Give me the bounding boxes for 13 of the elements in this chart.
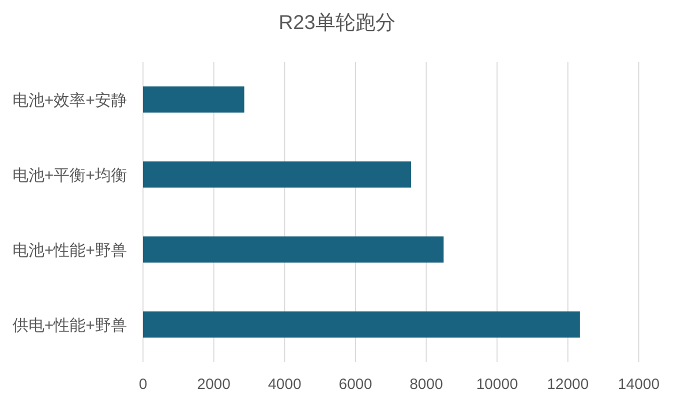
xtick: 6000 — [338, 376, 372, 393]
xtick: 2000 — [197, 376, 230, 393]
xtick: 10000 — [476, 376, 518, 393]
ytick: 电池+平衡+均衡 — [12, 168, 127, 184]
ytick: 电池+效率+安静 — [12, 92, 127, 110]
xtick: 12000 — [547, 376, 589, 393]
xtick: 0 — [138, 376, 148, 393]
xtick: 8000 — [410, 376, 443, 393]
title: R23单轮跑分 — [278, 12, 396, 34]
ytick: 供电+性能+野兽 — [12, 318, 127, 334]
xtick: 4000 — [268, 376, 302, 393]
ytick: 电池+性能+野兽 — [12, 242, 127, 260]
xtick: 14000 — [618, 376, 660, 393]
